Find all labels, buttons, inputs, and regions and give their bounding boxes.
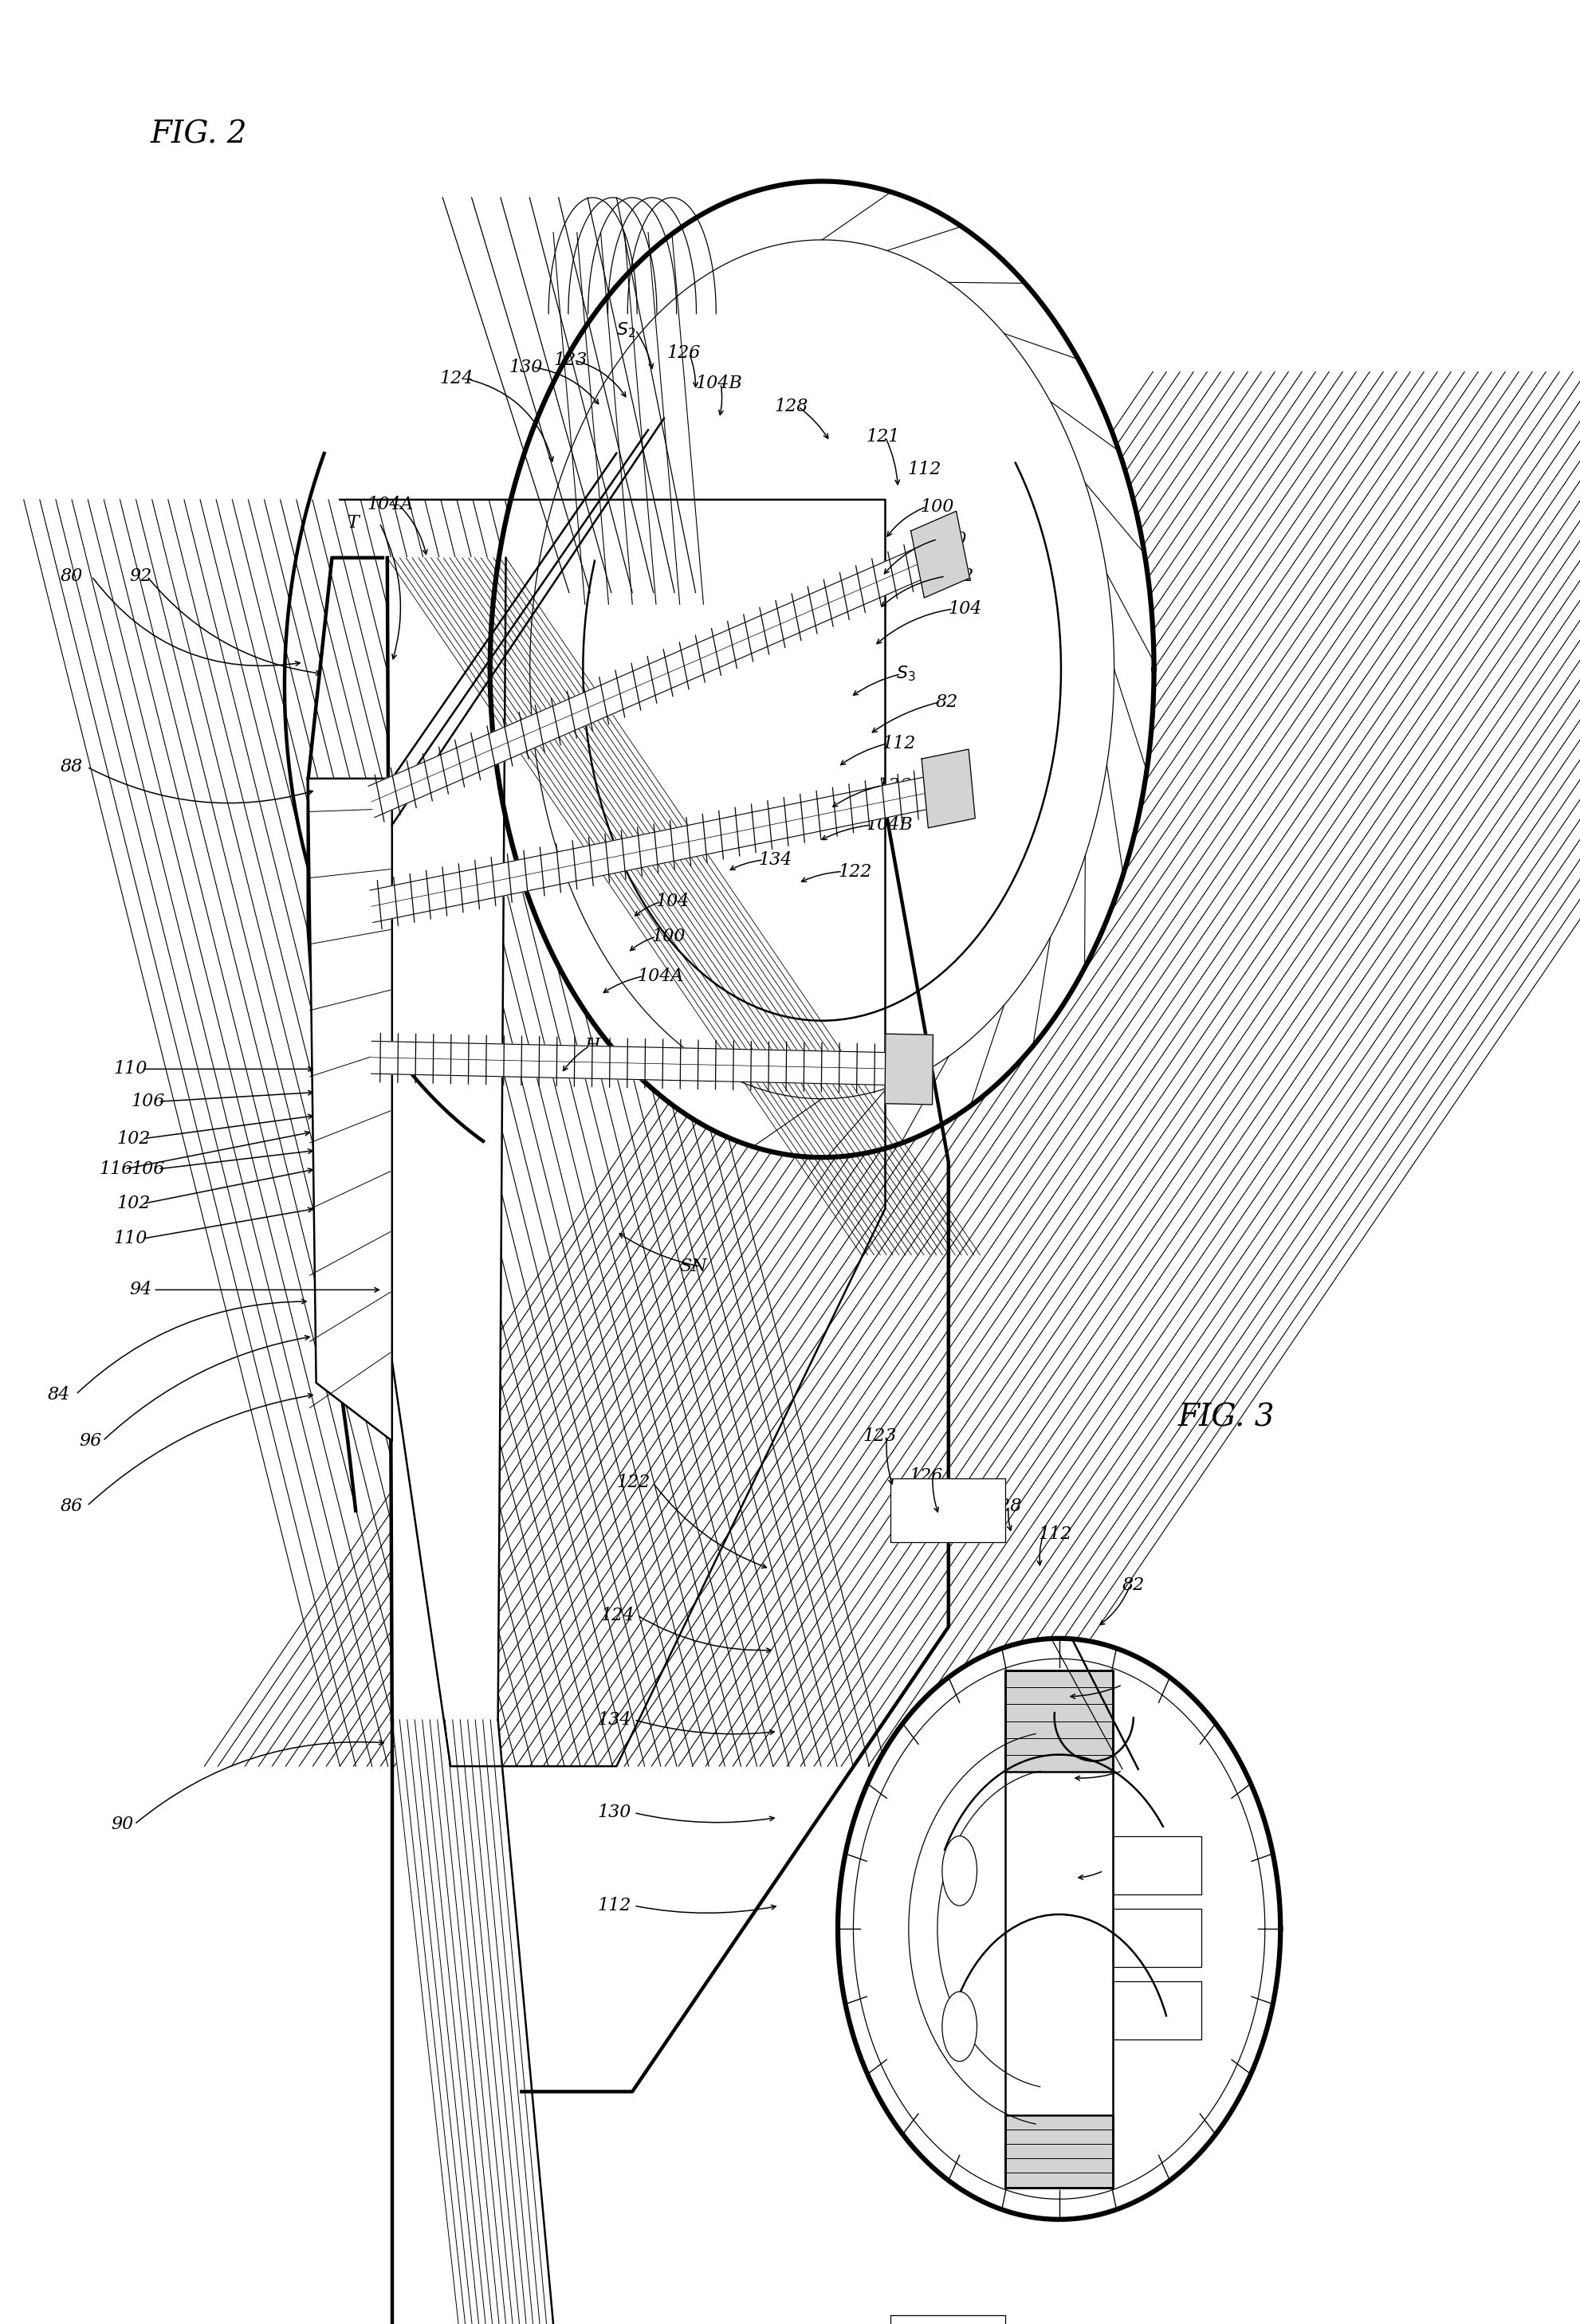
Text: 132: 132: [1098, 1676, 1131, 1694]
Text: T: T: [348, 514, 360, 532]
Text: 106: 106: [131, 1092, 164, 1111]
Text: 102: 102: [117, 1195, 150, 1213]
Polygon shape: [890, 2315, 1005, 2324]
Text: 112: 112: [907, 460, 940, 479]
Text: 88: 88: [60, 758, 82, 776]
Text: H: H: [585, 1037, 600, 1055]
Text: 104: 104: [948, 600, 981, 618]
Polygon shape: [910, 511, 969, 597]
Text: 110: 110: [114, 1060, 147, 1078]
Polygon shape: [308, 779, 392, 1441]
Text: 80: 80: [60, 567, 82, 586]
Text: 100: 100: [651, 927, 684, 946]
Text: 92: 92: [130, 567, 152, 586]
Text: 121: 121: [866, 428, 899, 446]
Text: 134: 134: [758, 851, 792, 869]
Polygon shape: [1112, 1836, 1201, 1894]
Text: 82: 82: [1122, 1576, 1144, 1594]
Text: SN: SN: [679, 1257, 708, 1276]
Text: 116: 116: [100, 1160, 133, 1178]
Text: 106: 106: [131, 1160, 164, 1178]
Text: 100: 100: [920, 497, 953, 516]
Text: 126: 126: [667, 344, 700, 363]
Text: 110: 110: [114, 1229, 147, 1248]
Polygon shape: [1005, 2115, 1112, 2187]
Text: 112: 112: [882, 734, 915, 753]
Text: 104A: 104A: [637, 967, 684, 985]
Text: 123: 123: [553, 351, 586, 370]
Text: 104B: 104B: [866, 816, 913, 834]
Text: $S_3$: $S_3$: [896, 665, 915, 683]
Text: 126: 126: [908, 1466, 942, 1485]
Polygon shape: [368, 541, 935, 818]
Ellipse shape: [942, 1836, 976, 1906]
Text: 112: 112: [1038, 1525, 1071, 1543]
Text: 132: 132: [940, 567, 973, 586]
Text: 134: 134: [597, 1710, 630, 1729]
Text: 90: 90: [111, 1815, 133, 1834]
Text: 104: 104: [656, 892, 689, 911]
Text: 104A: 104A: [367, 495, 414, 514]
Polygon shape: [837, 1638, 1280, 2219]
Polygon shape: [1112, 1908, 1201, 1966]
Text: $S_2$: $S_2$: [616, 321, 635, 339]
Text: 130: 130: [597, 1803, 630, 1822]
Text: FIG. 2: FIG. 2: [150, 121, 246, 149]
Text: 102: 102: [117, 1129, 150, 1148]
Ellipse shape: [942, 1992, 976, 2061]
Text: 120: 120: [932, 530, 965, 548]
Text: 82: 82: [935, 693, 957, 711]
Text: 86: 86: [60, 1497, 82, 1515]
Polygon shape: [1112, 1980, 1201, 2040]
Text: 121: 121: [1082, 1862, 1115, 1880]
Text: 96: 96: [79, 1432, 101, 1450]
Polygon shape: [1005, 1671, 1112, 1771]
Text: FIG. 3: FIG. 3: [1177, 1404, 1273, 1432]
Polygon shape: [340, 500, 885, 1766]
Polygon shape: [921, 748, 975, 827]
Text: 120: 120: [1098, 1762, 1131, 1780]
Text: 122: 122: [616, 1473, 649, 1492]
Polygon shape: [387, 558, 506, 1720]
Text: 124: 124: [439, 370, 472, 388]
Text: 84: 84: [47, 1385, 70, 1404]
Polygon shape: [490, 181, 1153, 1157]
Text: 112: 112: [597, 1896, 630, 1915]
Text: 136: 136: [877, 776, 910, 795]
Polygon shape: [370, 774, 942, 923]
Text: 94: 94: [130, 1281, 152, 1299]
Text: 123: 123: [863, 1427, 896, 1446]
Text: 104B: 104B: [695, 374, 743, 393]
Text: 130: 130: [509, 358, 542, 376]
Text: 122: 122: [837, 862, 871, 881]
Polygon shape: [371, 1041, 901, 1085]
Text: 128: 128: [988, 1497, 1021, 1515]
Polygon shape: [885, 1034, 932, 1104]
Text: 128: 128: [774, 397, 807, 416]
Polygon shape: [392, 1720, 553, 2324]
Polygon shape: [890, 1478, 1005, 1543]
Text: 124: 124: [600, 1606, 634, 1624]
